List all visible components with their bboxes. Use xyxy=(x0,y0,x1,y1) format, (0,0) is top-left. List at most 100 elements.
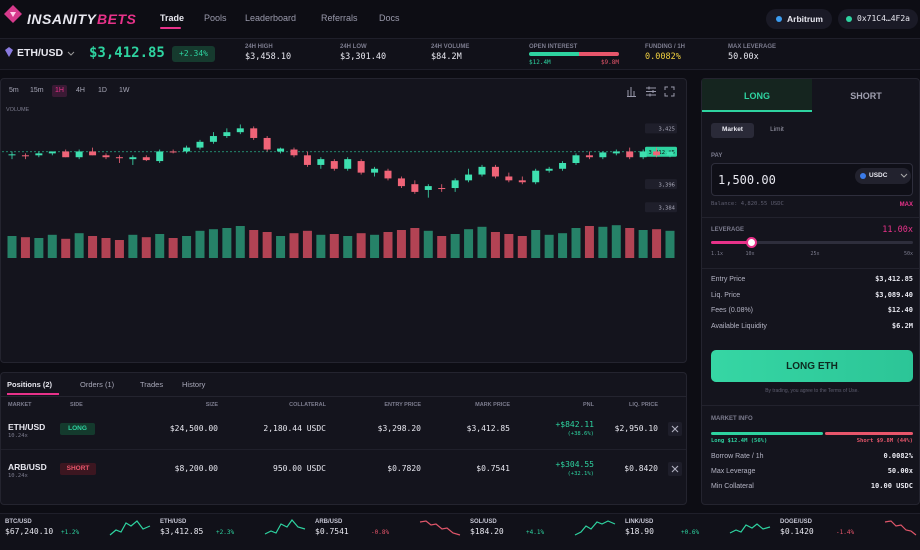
column-header: MARK PRICE xyxy=(475,402,510,408)
volume-bar xyxy=(88,236,98,258)
close-button[interactable] xyxy=(668,422,682,436)
positions-tab[interactable]: Orders (1) xyxy=(80,380,115,389)
slider-thumb[interactable] xyxy=(746,237,757,248)
candle-body xyxy=(48,151,56,154)
info-label: Min Collateral xyxy=(711,483,754,490)
market-pill[interactable] xyxy=(711,123,754,138)
volume-bar xyxy=(544,234,554,258)
timeframe[interactable]: 1D xyxy=(98,87,107,94)
position-market: ETH/USD xyxy=(8,422,46,432)
timeframe[interactable]: 1W xyxy=(119,87,130,94)
order-type[interactable]: Limit xyxy=(770,126,784,133)
token-pill[interactable] xyxy=(855,168,911,184)
wallet-pill[interactable] xyxy=(838,9,918,29)
market-pair[interactable]: ETH/USD xyxy=(160,519,187,525)
timeframe[interactable]: 15m xyxy=(30,87,44,94)
position-mark: $3,412.85 xyxy=(466,424,510,433)
candle-body xyxy=(183,147,191,152)
network-pill[interactable] xyxy=(766,9,832,29)
market-pair[interactable]: LINK/USD xyxy=(625,519,654,525)
nav-item[interactable]: Referrals xyxy=(321,13,358,23)
candle-body xyxy=(572,155,580,163)
candle-body xyxy=(89,151,97,156)
oi-label: OPEN INTEREST xyxy=(529,44,578,50)
market-change: +4.1% xyxy=(526,528,545,536)
nav-item[interactable]: Pools xyxy=(204,13,227,23)
positions-tab[interactable]: Positions (2) xyxy=(7,380,53,389)
order-tab[interactable]: LONG xyxy=(744,91,770,101)
network-name[interactable]: Arbitrum xyxy=(787,14,823,24)
slider-fill xyxy=(711,241,752,244)
market-change: +1.2% xyxy=(61,528,80,536)
volume-bar xyxy=(370,234,380,258)
slider-track[interactable] xyxy=(711,241,913,244)
volume-bar xyxy=(276,236,286,258)
nav-item[interactable]: Trade xyxy=(160,13,185,23)
market-price: $67,240.10 xyxy=(5,527,54,536)
short-share: Short $9.8M (44%) xyxy=(856,438,913,444)
timeframe[interactable]: 4H xyxy=(76,87,85,94)
candle-body xyxy=(371,168,379,173)
candle-body xyxy=(491,166,499,177)
funding-label: FUNDING / 1H xyxy=(645,44,686,50)
row-divider xyxy=(1,449,686,450)
max-lev-label: MAX LEVERAGE xyxy=(728,44,777,50)
info-label: Max Leverage xyxy=(711,468,756,475)
position-liq: $2,950.10 xyxy=(614,424,658,433)
order-type[interactable]: Market xyxy=(722,126,743,133)
volume-bar xyxy=(168,238,178,258)
column-header: PNL xyxy=(583,402,594,408)
leverage-tick: 1.1x xyxy=(711,251,724,257)
market-pair[interactable]: ARB/USD xyxy=(315,519,343,525)
volume-bar xyxy=(182,236,192,258)
chart-panel xyxy=(0,78,687,363)
market-pair[interactable]: DOGE/USD xyxy=(780,519,813,525)
close-button[interactable] xyxy=(668,462,682,476)
side-badge xyxy=(60,463,96,475)
volume-bar xyxy=(155,234,165,258)
volume-bar xyxy=(598,226,608,258)
stat-value: $3,458.10 xyxy=(245,52,292,62)
candle-body xyxy=(62,151,70,158)
positions-tab[interactable]: History xyxy=(182,380,206,389)
volume-label: VOLUME xyxy=(6,107,30,113)
oi-long-bar xyxy=(529,52,580,56)
positions-tab[interactable]: Trades xyxy=(140,380,164,389)
order-tab[interactable]: SHORT xyxy=(850,91,882,101)
market-pair[interactable]: SOL/USD xyxy=(470,519,497,525)
submit-label[interactable]: LONG ETH xyxy=(786,361,838,372)
side-label: SHORT xyxy=(66,465,90,472)
nav-item[interactable]: Leaderboard xyxy=(245,13,297,23)
price-chart: 3,425 3,412.85 3,396 3,384 xyxy=(2,123,677,258)
close-icon[interactable] xyxy=(668,422,682,436)
pay-label: PAY xyxy=(711,153,723,159)
pay-value[interactable]: 1,500.00 xyxy=(718,173,776,187)
divider xyxy=(702,268,919,269)
candle-body xyxy=(330,161,338,169)
submit-button[interactable] xyxy=(711,350,913,382)
volume-bar xyxy=(61,238,71,258)
market-pair[interactable]: BTC/USD xyxy=(5,519,32,525)
close-icon[interactable] xyxy=(668,462,682,476)
volume-bar xyxy=(7,236,17,258)
max-button[interactable]: MAX xyxy=(899,202,913,208)
position-collateral: 950.00 USDC xyxy=(273,464,326,473)
candle-body xyxy=(518,180,526,183)
volume-bar xyxy=(423,230,433,258)
candle-body xyxy=(129,157,137,160)
leverage-tick: 50x xyxy=(903,251,913,257)
pair-selector[interactable]: ETH/USD xyxy=(17,47,64,59)
detail-value: $3,089.40 xyxy=(875,290,913,299)
long-tab[interactable] xyxy=(702,79,812,112)
nav-item[interactable]: Docs xyxy=(379,13,400,23)
volume-bar xyxy=(249,230,259,258)
oi-short-bar xyxy=(579,52,619,56)
timeframe[interactable]: 1H xyxy=(55,87,64,94)
market-info-label: MARKET INFO xyxy=(711,416,753,422)
wallet-address[interactable]: 0x71C4…4F2a xyxy=(857,14,910,23)
timeframe[interactable]: 5m xyxy=(9,87,19,94)
stat-value: $84.2M xyxy=(431,52,462,62)
candle-body xyxy=(559,163,567,169)
token-name[interactable]: USDC xyxy=(869,171,888,179)
